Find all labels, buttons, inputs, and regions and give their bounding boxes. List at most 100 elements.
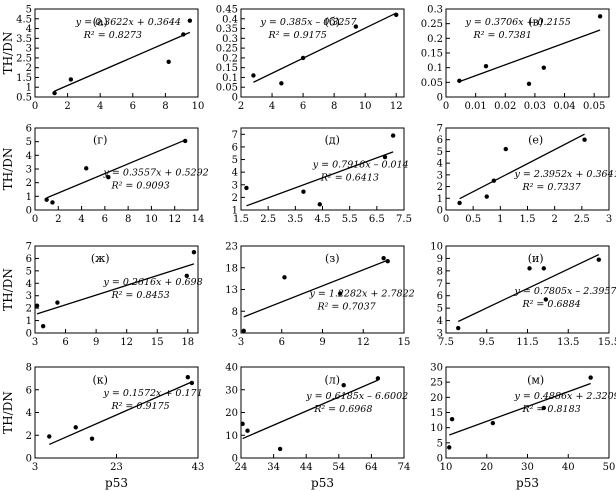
x-axis-title: p53 bbox=[516, 476, 539, 490]
y-tick-label: 2.5 bbox=[16, 53, 32, 64]
r-squared: R² = 0.6884 bbox=[521, 299, 580, 310]
x-tick-label: 2 bbox=[238, 101, 244, 112]
y-tick-label: 3 bbox=[26, 291, 32, 302]
y-tick-label: 3 bbox=[437, 170, 443, 181]
data-point bbox=[597, 14, 603, 19]
y-tick-label: 6 bbox=[26, 385, 32, 396]
r-squared: R² = 0.6413 bbox=[320, 172, 379, 183]
y-tick-label: 3 bbox=[232, 180, 238, 191]
y-axis-title: TH/DN bbox=[1, 32, 15, 75]
data-point bbox=[385, 259, 390, 264]
panel-label: (з) bbox=[325, 252, 340, 265]
data-point bbox=[337, 291, 343, 296]
y-tick-label: 0.15 bbox=[421, 49, 443, 60]
r-squared: R² = 0.7037 bbox=[316, 301, 376, 312]
y-tick-label: 0.45 bbox=[216, 5, 238, 16]
x-tick-label: 30 bbox=[521, 462, 534, 473]
panel-label: (а) bbox=[93, 15, 108, 28]
panel-label: (и) bbox=[528, 252, 544, 265]
regression-equation: y = 0.2616x + 0.698 bbox=[102, 277, 202, 288]
data-point bbox=[47, 434, 52, 439]
y-tick-label: 6 bbox=[437, 291, 443, 302]
x-tick-label: 2.5 bbox=[260, 214, 276, 225]
x-tick-label: 11.5 bbox=[516, 337, 538, 348]
regression-line bbox=[243, 259, 388, 318]
x-tick-label: 1.5 bbox=[233, 214, 249, 225]
data-point bbox=[394, 12, 399, 18]
y-tick-label: 0 bbox=[26, 206, 32, 217]
x-tick-label: 15.5 bbox=[598, 337, 616, 348]
y-tick-label: 0 bbox=[232, 454, 238, 465]
y-tick-label: 30 bbox=[430, 363, 443, 374]
data-point bbox=[279, 81, 284, 86]
regression-line bbox=[449, 382, 591, 436]
x-tick-label: 3 bbox=[32, 462, 38, 473]
regression-equation: y = 0.7918x – 0.014 bbox=[312, 159, 409, 170]
x-tick-label: 20 bbox=[480, 462, 493, 473]
x-tick-label: 54 bbox=[332, 462, 345, 473]
y-tick-label: 0.3 bbox=[222, 34, 238, 45]
x-tick-label: 6 bbox=[62, 337, 68, 348]
x-tick-label: 13.5 bbox=[557, 337, 579, 348]
y-tick-label: 4.5 bbox=[16, 14, 32, 25]
plot-frame bbox=[34, 245, 199, 334]
plot-frame bbox=[240, 8, 405, 98]
x-tick-label: 0.05 bbox=[583, 101, 605, 112]
y-tick-label: 4 bbox=[437, 316, 443, 327]
x-tick-label: 34 bbox=[267, 462, 280, 473]
x-tick-label: 40 bbox=[562, 462, 575, 473]
x-tick-label: 50 bbox=[603, 462, 616, 473]
r-squared: R² = 0.8273 bbox=[83, 30, 142, 41]
y-tick-label: 5 bbox=[232, 155, 238, 166]
y-tick-label: 2 bbox=[26, 63, 32, 74]
x-tick-label: 15 bbox=[151, 337, 164, 348]
y-tick-label: 13 bbox=[225, 285, 238, 296]
regression-line bbox=[246, 151, 394, 207]
y-tick-label: 3 bbox=[26, 44, 32, 55]
y-tick-label: 0.1 bbox=[427, 63, 443, 74]
x-tick-label: 0 bbox=[443, 101, 449, 112]
y-tick-label: 0 bbox=[26, 454, 32, 465]
y-tick-label: 1 bbox=[437, 194, 443, 205]
x-tick-label: 0.5 bbox=[465, 214, 481, 225]
x-tick-label: 10 bbox=[145, 214, 158, 225]
data-point bbox=[541, 405, 546, 411]
y-tick-label: 23 bbox=[225, 242, 238, 253]
data-point bbox=[541, 266, 546, 271]
data-point bbox=[191, 250, 197, 255]
panel-label: (к) bbox=[92, 374, 107, 387]
regression-line bbox=[253, 12, 397, 83]
y-tick-label: 5 bbox=[26, 5, 32, 16]
data-point bbox=[588, 375, 593, 380]
x-tick-label: 14 bbox=[192, 214, 205, 225]
regression-equation: y = 0.385x – 0.3257 bbox=[260, 17, 358, 28]
y-tick-label: 20 bbox=[225, 408, 238, 419]
regression-equation: y = 0.4886x + 2.3209 bbox=[513, 391, 616, 402]
x-tick-label: 12 bbox=[357, 337, 370, 348]
data-point bbox=[184, 273, 189, 279]
data-point bbox=[596, 257, 602, 262]
y-tick-label: 0.25 bbox=[421, 19, 443, 30]
data-point bbox=[484, 194, 489, 199]
y-tick-label: 0.25 bbox=[216, 44, 238, 55]
x-tick-label: 0.02 bbox=[494, 101, 516, 112]
x-tick-label: 6.5 bbox=[369, 214, 385, 225]
panel-label: (б) bbox=[325, 15, 340, 28]
y-tick-label: 25 bbox=[430, 378, 443, 389]
data-point bbox=[181, 32, 186, 37]
y-tick-label: 2 bbox=[26, 304, 32, 315]
y-tick-label: 0 bbox=[232, 93, 238, 104]
y-tick-label: 9 bbox=[437, 254, 443, 265]
regression-line bbox=[459, 29, 601, 83]
y-tick-label: 5 bbox=[437, 304, 443, 315]
y-tick-label: 0.4 bbox=[222, 14, 238, 25]
y-tick-label: 4 bbox=[26, 408, 32, 419]
x-tick-label: 5.5 bbox=[342, 214, 358, 225]
x-tick-label: 3 bbox=[238, 337, 244, 348]
y-tick-label: 3.5 bbox=[16, 34, 32, 45]
r-squared: R² = 0.9175 bbox=[268, 30, 327, 41]
y-tick-label: 0.5 bbox=[16, 93, 32, 104]
x-tick-label: 0.04 bbox=[553, 101, 575, 112]
y-tick-label: 2 bbox=[437, 182, 443, 193]
